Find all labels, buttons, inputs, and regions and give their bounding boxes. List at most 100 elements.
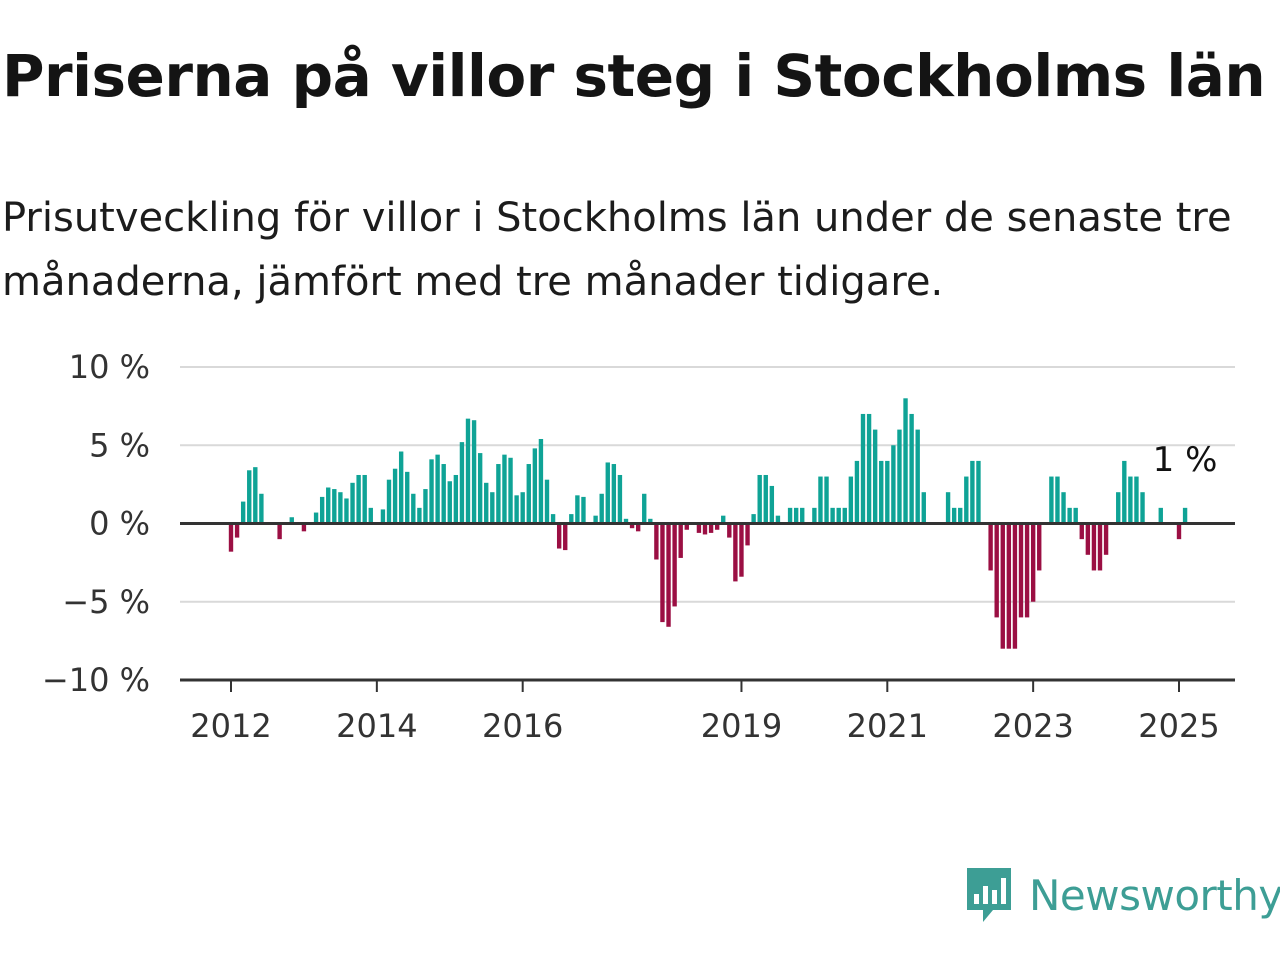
bar (556, 523, 562, 549)
x-tick-label: 2023 (992, 707, 1073, 745)
bar (702, 523, 708, 535)
bar (951, 507, 957, 524)
bar (392, 468, 398, 524)
bar (247, 470, 252, 524)
y-tick-label: 5 % (89, 426, 150, 464)
bar (629, 523, 635, 529)
bars (228, 398, 1188, 649)
bar (423, 489, 428, 524)
bar (945, 492, 951, 524)
bar (988, 523, 993, 571)
bar (818, 476, 823, 524)
bar (1024, 523, 1030, 618)
bar (289, 517, 294, 524)
bar (398, 451, 404, 524)
bar (490, 492, 495, 524)
bar (1116, 492, 1121, 524)
bar (635, 523, 641, 532)
bar (313, 512, 319, 524)
bar (453, 474, 459, 524)
chart-subtitle: Prisutveckling för villor i Stockholms l… (2, 195, 1232, 305)
bar (544, 479, 550, 524)
bar (757, 474, 762, 524)
bar (1006, 523, 1012, 649)
bar (435, 454, 440, 524)
bar (1055, 476, 1060, 524)
x-tick-label: 2016 (482, 707, 563, 745)
bar (356, 474, 361, 524)
bar (563, 523, 568, 551)
bar (915, 429, 920, 524)
bar (1018, 523, 1024, 618)
grid-lines (180, 366, 1235, 603)
bar (338, 492, 343, 524)
bar (909, 413, 914, 524)
bar (733, 523, 738, 582)
bar (708, 523, 714, 533)
bar (660, 523, 665, 623)
bar (593, 515, 598, 524)
bar (368, 507, 373, 524)
bar (471, 420, 477, 524)
bar (362, 474, 367, 524)
bar (1067, 507, 1072, 524)
bar (1037, 523, 1042, 571)
bar (964, 476, 969, 524)
bar (800, 507, 805, 524)
bar (793, 507, 799, 524)
bar (611, 464, 617, 524)
bar (854, 460, 860, 524)
bar (1079, 523, 1084, 540)
bar (903, 398, 908, 524)
bar (599, 493, 604, 524)
bar (1030, 523, 1036, 602)
bar (344, 498, 349, 524)
bar (605, 462, 610, 524)
bar (751, 514, 756, 524)
bar (666, 523, 671, 627)
bar (569, 514, 574, 524)
bar (538, 438, 544, 524)
bar (441, 464, 446, 524)
bar (575, 495, 580, 524)
bar (319, 496, 325, 524)
x-tick-label: 2019 (701, 707, 782, 745)
axes: 10 % 5 % 0 % −5 % −10 % 2012 2014 2016 2019 2021 2… (42, 348, 1235, 745)
bar (1134, 476, 1139, 524)
bar (332, 489, 337, 524)
newsworthy-logo-icon (967, 868, 1011, 922)
bar (921, 492, 926, 524)
bar (866, 413, 872, 524)
bar (532, 448, 538, 524)
bar (970, 460, 975, 524)
bar (897, 429, 902, 524)
bar (240, 501, 246, 524)
bar (350, 482, 355, 524)
brand-logo: Newsworthy (963, 864, 1280, 926)
bar (684, 523, 689, 530)
bar (672, 523, 677, 607)
bar (411, 493, 416, 524)
bar (642, 493, 647, 524)
bar (714, 523, 720, 530)
latest-value-label: 1 % (1153, 440, 1218, 480)
bar (496, 464, 501, 524)
bar (581, 496, 586, 524)
bar (648, 518, 653, 524)
bar (994, 523, 999, 618)
bar (727, 523, 732, 538)
bar (514, 495, 519, 524)
bar (1061, 492, 1066, 524)
bar (447, 481, 452, 524)
bar (842, 507, 847, 524)
bar (277, 523, 282, 540)
bar (301, 523, 307, 532)
bar (721, 515, 726, 524)
x-tick-label: 2012 (190, 707, 271, 745)
bar (234, 523, 240, 538)
chart-title: Priserna på villor steg i Stockholms län (2, 42, 1266, 110)
bar (520, 492, 525, 524)
bar (477, 453, 483, 524)
bar (885, 460, 890, 524)
x-tick-label: 2025 (1138, 707, 1219, 745)
